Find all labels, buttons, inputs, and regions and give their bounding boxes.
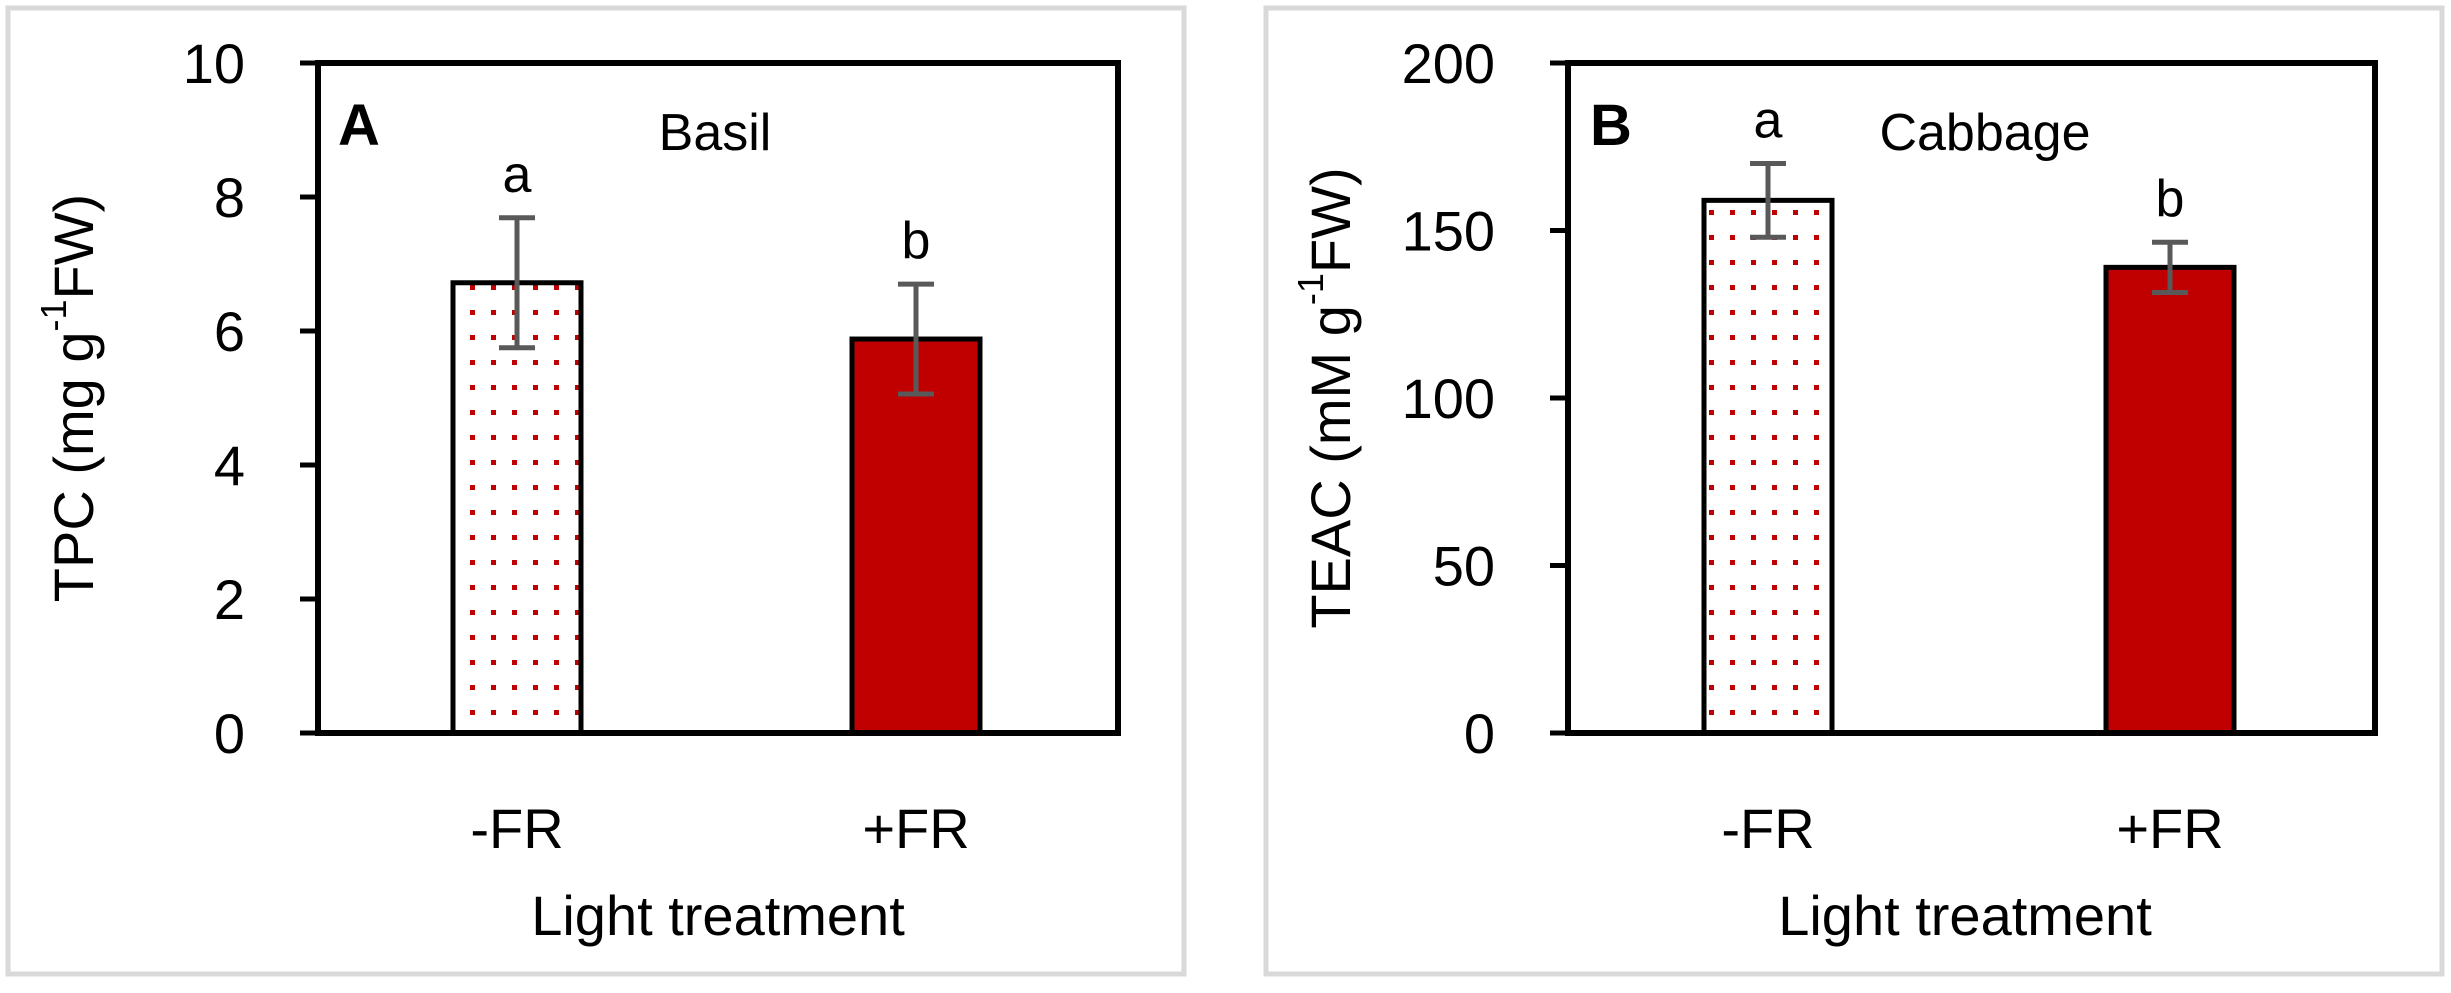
panel-label: A — [338, 93, 380, 158]
y-axis-label-sup: -1 — [1290, 273, 1331, 305]
chart-panel-a: 0 2 4 6 8 10 a -FR b +FR A Basil Light treatment TPC … — [5, 5, 1187, 977]
chart-title: Basil — [659, 104, 772, 162]
y-axis-label-tail: FW) — [42, 194, 105, 300]
y-axis-label: TPC (mg g-1FW) — [33, 194, 105, 602]
plot-area: 0 2 4 6 8 10 a -FR b +FR A Basil Light treatment TPC … — [33, 32, 1121, 947]
error-bar — [499, 215, 535, 351]
bar-FR — [849, 336, 983, 736]
error-bar — [1750, 161, 1786, 240]
y-axis-label: TEAC (mM g-1FW) — [1290, 167, 1362, 628]
y-tick-label: 10 — [183, 32, 245, 95]
plot-area: 0 50 100 150 200 a -FR b +FR B Cabbage Light treatm… — [1290, 32, 2378, 947]
y-axis-label-sup: -1 — [33, 300, 74, 332]
y-axis-label-base: TEAC (mM g — [1299, 305, 1362, 629]
panel-frame — [5, 5, 1187, 977]
error-bar — [898, 281, 934, 397]
y-tick-label: 200 — [1402, 32, 1495, 95]
significance-label: a — [1754, 92, 1783, 150]
significance-label: a — [503, 146, 532, 204]
significance-label: b — [2156, 170, 2185, 228]
plot-frame — [315, 60, 1121, 736]
x-tick-label: -FR — [1721, 797, 1814, 860]
error-bar — [2152, 239, 2188, 295]
y-tick-label: 8 — [214, 166, 245, 229]
y-axis-label-base: TPC (mg g — [42, 332, 105, 603]
bar-FR — [1701, 197, 1835, 736]
y-tick-label: 150 — [1402, 200, 1495, 263]
x-axis-label: Light treatment — [531, 884, 905, 947]
chart-panel-b: 0 50 100 150 200 a -FR b +FR B Cabbage Light treatm… — [1263, 5, 2445, 977]
x-tick-label: +FR — [862, 797, 969, 860]
x-tick-label: -FR — [470, 797, 563, 860]
bar-FR — [450, 280, 584, 736]
y-tick-label: 0 — [1464, 702, 1495, 765]
y-tick-label: 4 — [214, 434, 245, 497]
panel-frame — [1263, 5, 2445, 977]
bar-FR — [2103, 264, 2237, 736]
plot-frame — [1565, 60, 2378, 736]
y-tick-label: 100 — [1402, 367, 1495, 430]
x-tick-label: +FR — [2116, 797, 2223, 860]
chart-title: Cabbage — [1879, 104, 2090, 162]
panel-label: B — [1590, 93, 1632, 158]
y-tick-label: 0 — [214, 702, 245, 765]
y-tick-label: 50 — [1433, 535, 1495, 598]
y-axis-label-tail: FW) — [1299, 167, 1362, 273]
x-axis-label: Light treatment — [1778, 884, 2152, 947]
significance-label: b — [902, 212, 931, 270]
y-tick-label: 2 — [214, 568, 245, 631]
y-tick-label: 6 — [214, 300, 245, 363]
